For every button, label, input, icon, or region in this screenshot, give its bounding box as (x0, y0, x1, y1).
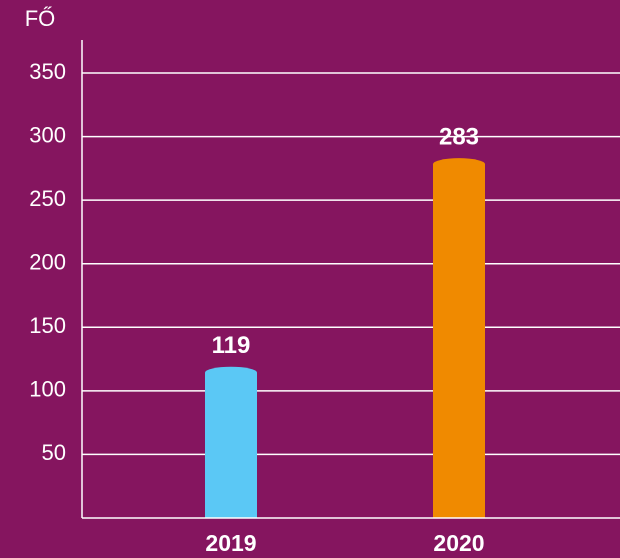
y-tick-label: 50 (42, 440, 66, 465)
y-tick-label: 250 (29, 186, 66, 211)
data-label: 119 (212, 332, 251, 359)
y-tick-label: 150 (29, 313, 66, 338)
y-axis-label: FŐ (25, 6, 56, 31)
x-tick-label: 2019 (205, 530, 256, 556)
y-tick-label: 350 (29, 59, 66, 84)
bar (205, 366, 257, 518)
data-label: 283 (439, 124, 479, 151)
y-tick-label: 300 (29, 122, 66, 147)
x-tick-label: 2020 (433, 530, 484, 556)
y-tick-label: 200 (29, 250, 66, 275)
y-tick-label: 100 (29, 377, 66, 402)
bar (433, 158, 485, 518)
